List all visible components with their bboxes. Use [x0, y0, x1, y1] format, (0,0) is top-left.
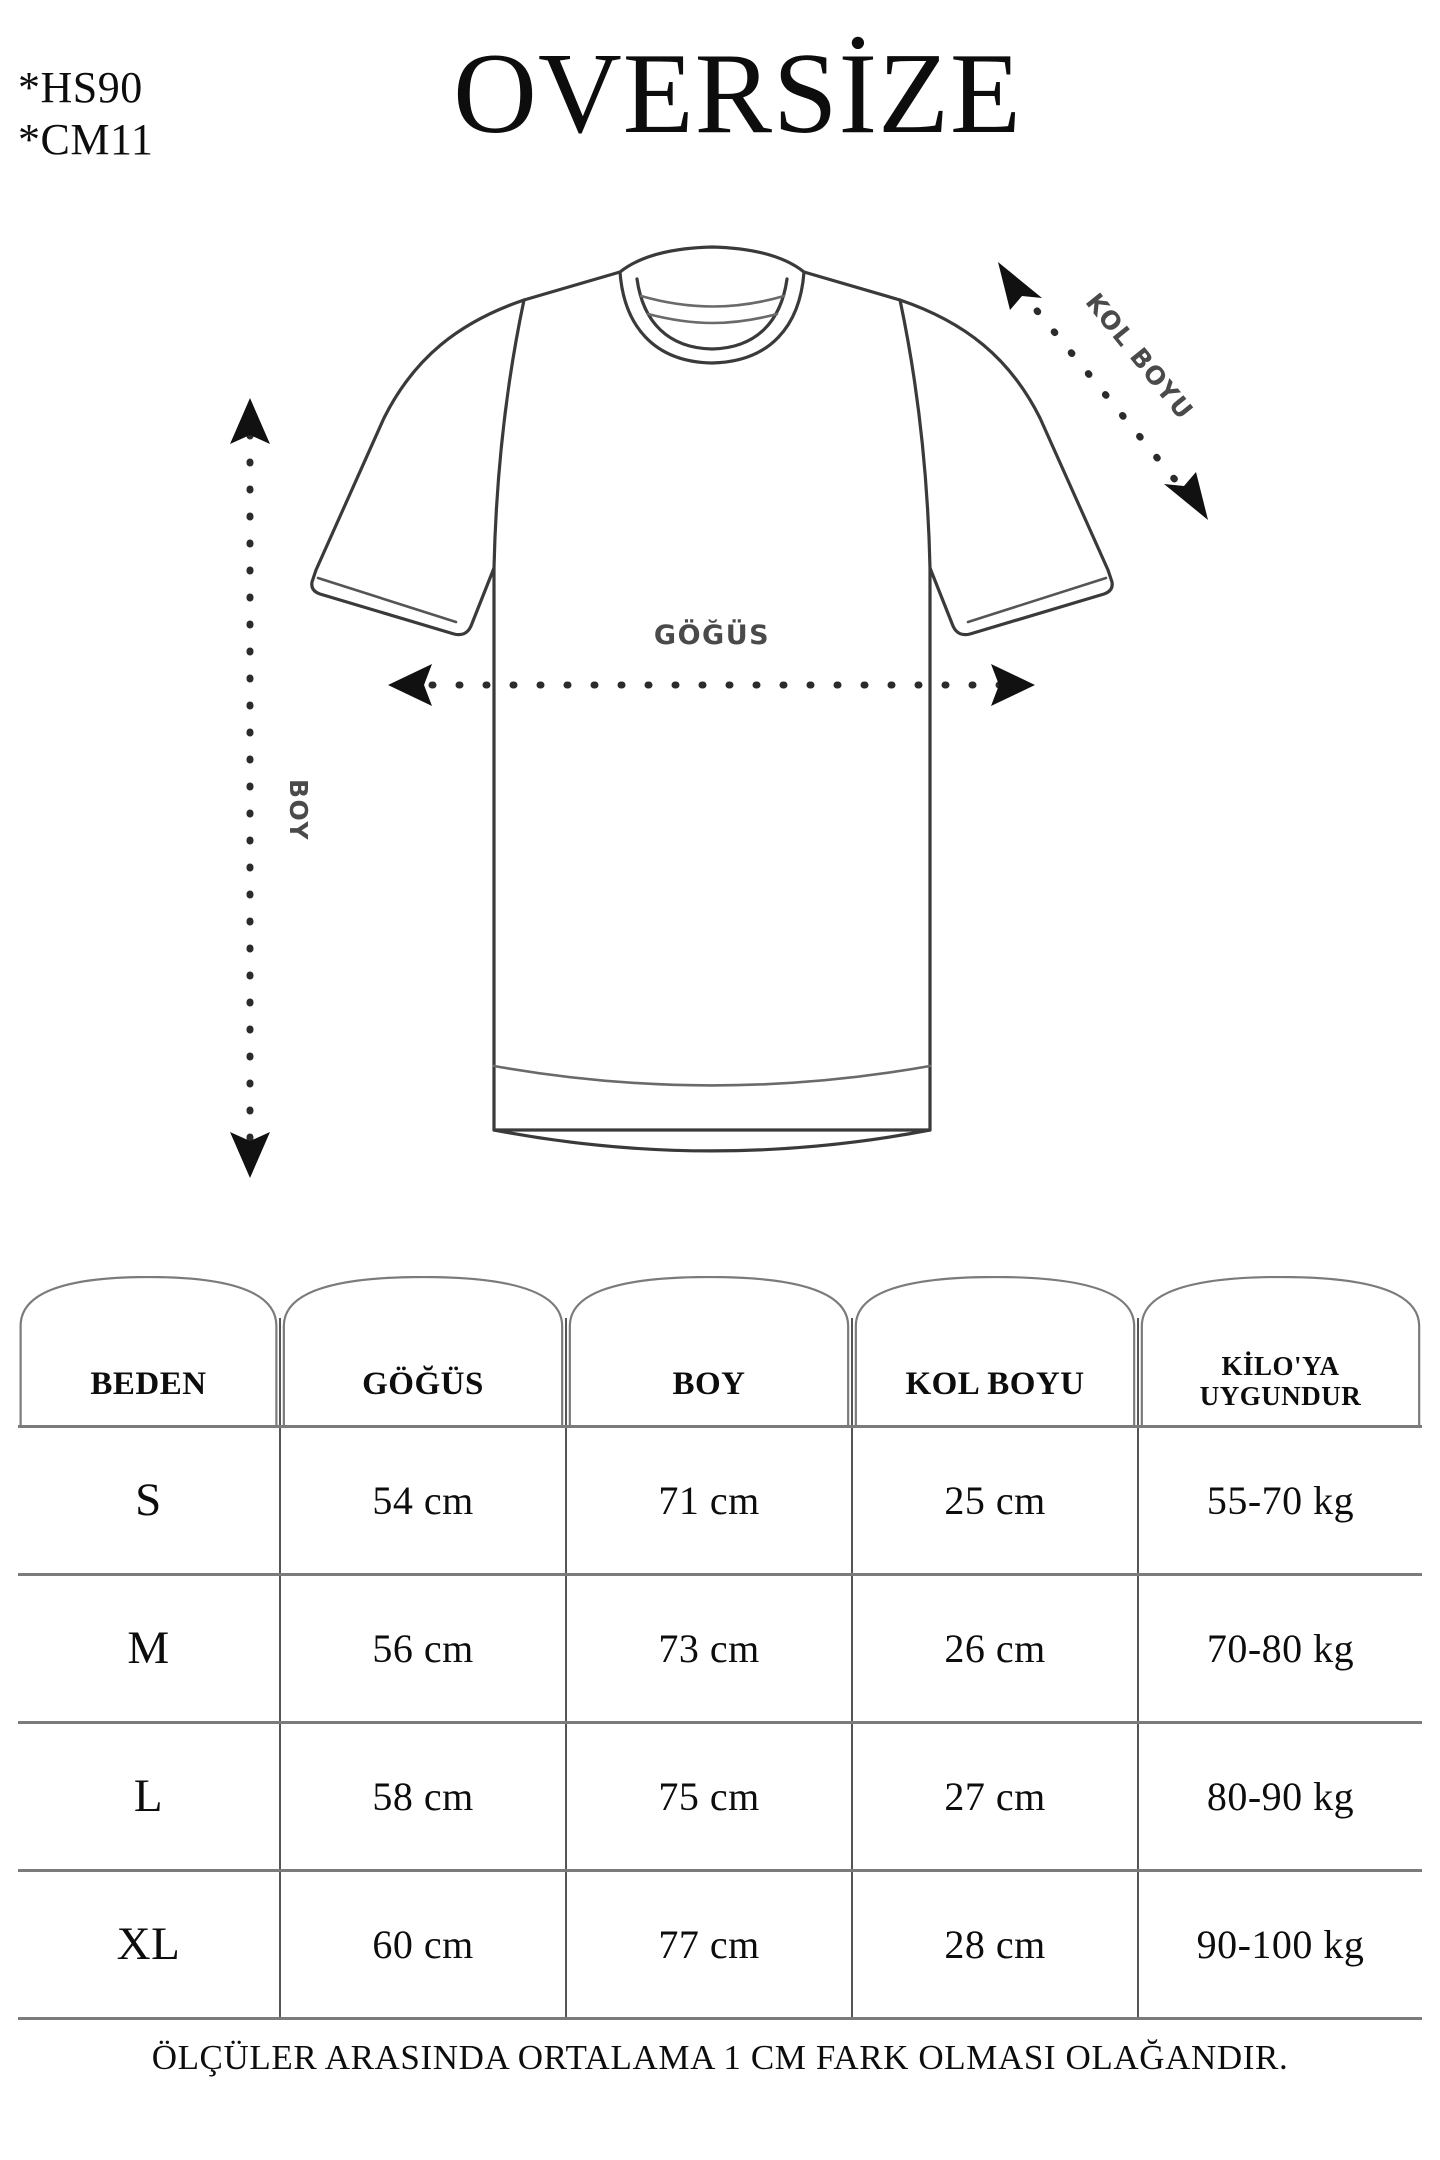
column-header-kilo: KİLO'YA UYGUNDUR: [1138, 1318, 1422, 1428]
cell-kilo: 90-100 kg: [1138, 1869, 1422, 2020]
cell-boy: 75 cm: [566, 1721, 853, 1872]
cell-kilo: 80-90 kg: [1138, 1721, 1422, 1872]
cell-kol-boyu: 25 cm: [852, 1425, 1139, 1576]
size-chart-table-wrapper: BEDEN GÖĞÜS BOY: [18, 1318, 1422, 2020]
column-header-gogus-label: GÖĞÜS: [362, 1365, 484, 1402]
table-row: XL 60 cm 77 cm 28 cm 90-100 kg: [18, 1869, 1422, 2020]
cell-kilo: 70-80 kg: [1138, 1573, 1422, 1724]
table-row: L 58 cm 75 cm 27 cm 80-90 kg: [18, 1721, 1422, 1872]
cell-gogus: 56 cm: [280, 1573, 567, 1724]
cell-kilo: 55-70 kg: [1138, 1425, 1422, 1576]
column-header-boy-label: BOY: [672, 1365, 746, 1402]
column-header-kol-boyu: KOL BOYU: [852, 1318, 1139, 1428]
page-header: *HS90 *CM11 OVERSİZE: [0, 0, 1440, 230]
column-header-beden-label: BEDEN: [90, 1365, 207, 1402]
footer-note: ÖLÇÜLER ARASINDA ORTALAMA 1 CM FARK OLMA…: [151, 2038, 1289, 2077]
sku-codes: *HS90 *CM11: [18, 62, 153, 166]
column-header-kilo-label: KİLO'YA UYGUNDUR: [1139, 1331, 1422, 1411]
chest-label: GÖĞÜS: [654, 618, 770, 651]
cell-gogus: 58 cm: [280, 1721, 567, 1872]
cell-beden: S: [18, 1425, 281, 1576]
sku-line-1: *HS90: [18, 63, 143, 112]
length-label: BOY: [284, 779, 313, 841]
cell-boy: 71 cm: [566, 1425, 853, 1576]
cell-beden: XL: [18, 1869, 281, 2020]
table-row: S 54 cm 71 cm 25 cm 55-70 kg: [18, 1425, 1422, 1576]
sleeve-label: KOL BOYU: [1080, 288, 1199, 426]
page-title: OVERSİZE: [453, 30, 1022, 158]
cell-kol-boyu: 28 cm: [852, 1869, 1139, 2020]
column-header-gogus: GÖĞÜS: [280, 1318, 567, 1428]
tshirt-outline-icon: [310, 245, 1114, 1153]
cell-beden: M: [18, 1573, 281, 1724]
cell-gogus: 54 cm: [280, 1425, 567, 1576]
chest-measure-arrow-icon: [388, 664, 1035, 706]
size-chart-table: BEDEN GÖĞÜS BOY: [18, 1318, 1422, 2020]
cell-boy: 77 cm: [566, 1869, 853, 2020]
sku-line-2: *CM11: [18, 114, 154, 164]
cell-kol-boyu: 27 cm: [852, 1721, 1139, 1872]
cell-beden: L: [18, 1721, 281, 1872]
sleeve-measure-arrow-icon: [998, 262, 1208, 520]
cell-kol-boyu: 26 cm: [852, 1573, 1139, 1724]
cell-gogus: 60 cm: [280, 1869, 567, 2020]
length-measure-arrow-icon: [230, 398, 270, 1178]
tshirt-diagram: GÖĞÜS BOY KOL BOYU: [0, 230, 1440, 1280]
column-header-boy: BOY: [566, 1318, 853, 1428]
table-header-row: BEDEN GÖĞÜS BOY: [18, 1318, 1422, 1428]
column-header-kilo-line-1: KİLO'YA: [1221, 1351, 1340, 1382]
table-row: M 56 cm 73 cm 26 cm 70-80 kg: [18, 1573, 1422, 1724]
cell-boy: 73 cm: [566, 1573, 853, 1724]
column-header-kilo-line-2: UYGUNDUR: [1199, 1381, 1362, 1412]
column-header-beden: BEDEN: [18, 1318, 281, 1428]
column-header-kol-boyu-label: KOL BOYU: [905, 1365, 1085, 1402]
